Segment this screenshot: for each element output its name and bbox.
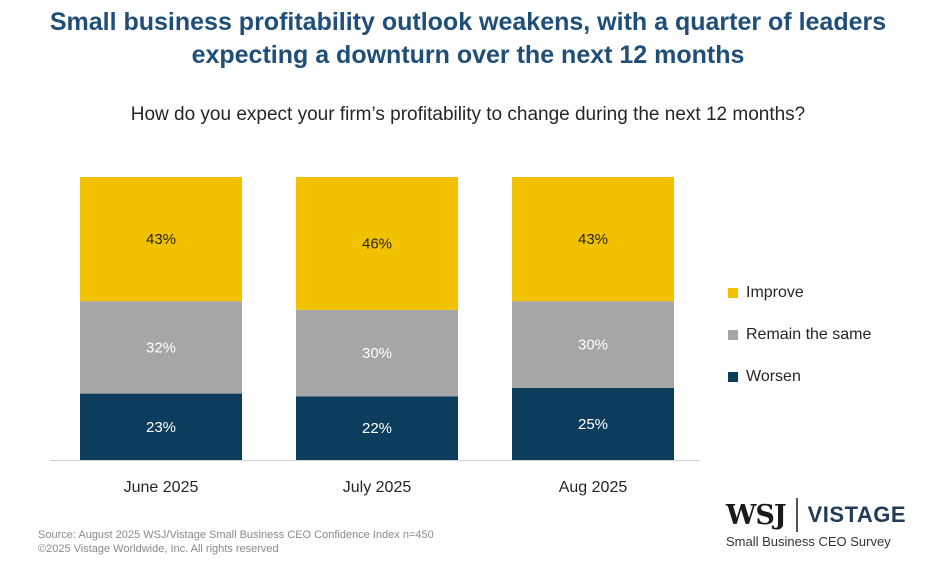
x-tick-label: June 2025 xyxy=(124,479,199,496)
legend-label: Improve xyxy=(746,284,804,301)
logo-vistage: VISTAGE xyxy=(807,502,907,527)
legend-label: Remain the same xyxy=(746,326,872,343)
data-label: 43% xyxy=(578,231,608,248)
data-label: 46% xyxy=(362,235,392,252)
legend-item-worsen: Worsen xyxy=(728,367,871,387)
bar-segment-worsen xyxy=(80,393,242,460)
bar-segment-improve xyxy=(296,177,458,310)
legend: Improve Remain the same Worsen xyxy=(728,283,871,409)
wsj-vistage-logo: WSJ VISTAGE Small Business CEO Survey xyxy=(726,498,906,549)
x-tick-label: July 2025 xyxy=(343,479,412,496)
data-label: 30% xyxy=(362,345,392,362)
bar-segment-remain-the-same xyxy=(296,309,458,397)
data-label: 32% xyxy=(146,339,176,356)
legend-swatch xyxy=(728,330,738,340)
data-label: 23% xyxy=(146,419,176,436)
chart-title: Small business profitability outlook wea… xyxy=(49,8,887,69)
legend-item-remain-the-same: Remain the same xyxy=(728,325,871,345)
legend-item-improve: Improve xyxy=(728,283,871,303)
data-label: 25% xyxy=(578,416,608,433)
bar-segment-improve xyxy=(512,177,674,302)
chart-subtitle: How do you expect your firm’s profitabil… xyxy=(130,104,806,125)
logo-divider xyxy=(795,498,798,532)
logo-wsj: WSJ xyxy=(726,499,787,531)
legend-swatch xyxy=(728,288,738,298)
bar-segment-worsen xyxy=(512,387,674,460)
bar-segment-remain-the-same xyxy=(80,301,242,394)
data-label: 22% xyxy=(362,420,392,437)
data-label: 43% xyxy=(146,231,176,248)
legend-swatch xyxy=(728,372,738,382)
logo-subtitle: Small Business CEO Survey xyxy=(726,534,891,549)
source-line: Source: August 2025 WSJ/Vistage Small Bu… xyxy=(38,529,434,541)
bar-segment-improve xyxy=(80,177,242,302)
x-tick-label: Aug 2025 xyxy=(559,479,628,496)
legend-label: Worsen xyxy=(746,368,801,385)
bar-segment-remain-the-same xyxy=(512,301,674,388)
bar-segment-worsen xyxy=(296,396,458,460)
stacked-bar-chart: 23% 32% 43% June 2025 22% 30% 46% July 2025 25% 3… xyxy=(50,177,700,496)
data-label: 30% xyxy=(578,336,608,353)
source-note: Source: August 2025 WSJ/Vistage Small Bu… xyxy=(38,528,434,556)
copyright-line: ©2025 Vistage Worldwide, Inc. All rights… xyxy=(38,543,279,555)
